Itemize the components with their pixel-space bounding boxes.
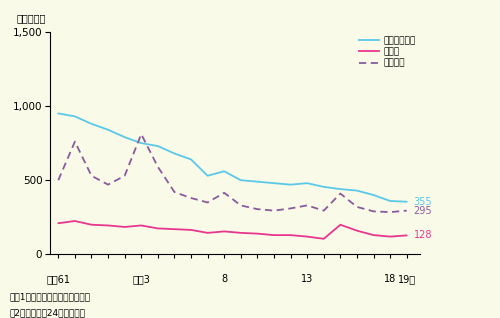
Text: （件、人）: （件、人） (16, 13, 46, 23)
Text: 2　死者数は24時間死者。: 2 死者数は24時間死者。 (10, 308, 86, 317)
Legend: 踏切事故件数, 死者数, 死傷者数: 踏切事故件数, 死者数, 死傷者数 (359, 36, 416, 68)
Text: 平成3: 平成3 (132, 274, 150, 284)
Text: 355: 355 (414, 197, 432, 207)
Text: 昭和61: 昭和61 (46, 274, 70, 284)
Text: 19年: 19年 (398, 274, 416, 284)
Text: 注　1　国土交通省資料による。: 注 1 国土交通省資料による。 (10, 293, 91, 301)
Text: 18: 18 (384, 274, 396, 284)
Text: 295: 295 (414, 206, 432, 216)
Text: 8: 8 (221, 274, 228, 284)
Text: 13: 13 (301, 274, 314, 284)
Text: 128: 128 (414, 231, 432, 240)
